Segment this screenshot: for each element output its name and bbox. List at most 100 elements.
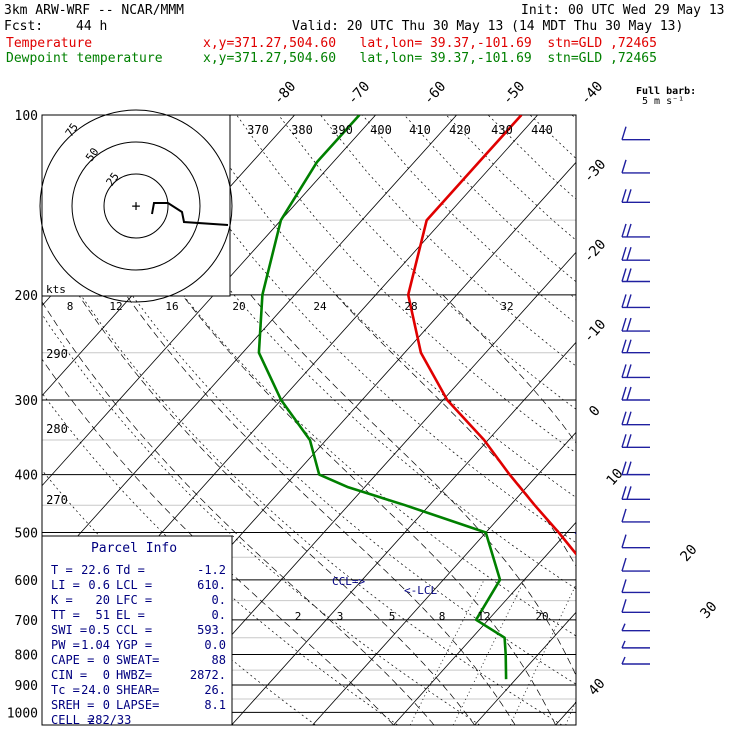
- parcel-field-label: LAPSE=: [116, 698, 159, 712]
- theta-label: 420: [449, 123, 471, 137]
- isotherm-label: 0: [586, 403, 604, 420]
- wind-barb: [621, 339, 650, 354]
- wind-barb-flag: [626, 386, 632, 401]
- wind-barb-flag: [621, 339, 627, 353]
- parcel-field-label: PW =: [51, 638, 80, 652]
- moist-adiabat: [42, 301, 435, 725]
- pressure-tick-label: 400: [15, 469, 38, 484]
- pressure-tick-label: 500: [15, 527, 38, 542]
- wind-barb-flag: [621, 159, 627, 174]
- moist-adiabat: [571, 294, 576, 301]
- moist-adiabat: [335, 294, 576, 567]
- theta-label: 290: [46, 347, 68, 361]
- wind-speed-axis-label: 28: [404, 300, 417, 313]
- wind-barb-flag: [626, 317, 632, 332]
- parcel-info-box: [41, 535, 233, 726]
- parcel-field-label: SHEAR=: [116, 683, 159, 697]
- parcel-field-label: Tc =: [51, 683, 80, 697]
- mixing-ratio-label: 8: [439, 610, 446, 623]
- isotherm-line: [718, 115, 740, 725]
- parcel-field-value: 88: [212, 653, 226, 667]
- wind-speed-axis-label: 32: [500, 300, 513, 313]
- pressure-tick-label: 800: [15, 648, 38, 663]
- isotherm-line: [231, 341, 576, 725]
- parcel-field-label: SWEAT=: [116, 653, 159, 667]
- isotherm-line: [42, 115, 457, 577]
- parcel-field-value: 24.0: [81, 683, 110, 697]
- parcel-field-label: K =: [51, 593, 73, 607]
- dewpoint-location: x,y=371.27,504.60 lat,lon= 39.37,-101.69…: [203, 51, 657, 66]
- wind-speed-axis-label: 8: [67, 300, 74, 313]
- valid-time: Valid: 20 UTC Thu 30 May 13 (14 MDT Thu …: [292, 19, 684, 34]
- parcel-field-label: SREH =: [51, 698, 94, 712]
- pressure-tick-label: 200: [15, 289, 38, 304]
- wind-barb: [621, 486, 650, 501]
- isotherm-line: [393, 521, 576, 725]
- isotherm-label: 40: [585, 676, 608, 699]
- mixing-ratio-line: [409, 579, 485, 725]
- hodograph-box: [41, 114, 231, 297]
- hodograph-trace: [151, 202, 229, 226]
- isotherm-line: [555, 701, 576, 725]
- wind-barb: [621, 656, 650, 665]
- parcel-field-label: LCL =: [116, 578, 152, 592]
- wind-barb: [621, 189, 650, 203]
- full-barb-legend: Full barb:: [636, 86, 696, 97]
- parcel-field-label: LFC =: [116, 593, 152, 607]
- wind-barb-flag: [626, 486, 632, 500]
- wind-barb-flag: [621, 126, 627, 140]
- wind-barb: [621, 294, 650, 309]
- wind-barb-flag: [621, 599, 627, 613]
- theta-label: 410: [409, 123, 431, 137]
- wind-barb-flag: [626, 461, 632, 475]
- parcel-field-label: SWI =: [51, 623, 87, 637]
- parcel-field-label: Td =: [116, 563, 145, 577]
- parcel-field-value: 0.6: [88, 578, 110, 592]
- isotherm-line: [474, 611, 576, 725]
- moist-adiabat: [78, 294, 475, 725]
- isotherm-label: -60: [421, 79, 450, 109]
- pressure-tick-label: 1000: [7, 706, 38, 721]
- wind-barb-flag: [621, 508, 627, 523]
- wind-barb-half: [621, 623, 626, 631]
- mixing-ratio-label: 2: [295, 610, 302, 623]
- wind-barb-flag: [621, 434, 627, 448]
- isotherm-line: [150, 251, 576, 725]
- temperature-curve: [406, 115, 576, 556]
- init-time: Init: 00 UTC Wed 29 May 13: [521, 3, 725, 18]
- ccl-annotation: CCL=>: [332, 575, 365, 588]
- parcel-info-title: Parcel Info: [91, 541, 177, 556]
- model-title: 3km ARW-WRF -- NCAR/MMM: [4, 3, 185, 18]
- hodograph-ring-label: 75: [63, 121, 81, 139]
- mixing-ratio-label: 20: [535, 610, 548, 623]
- parcel-field-value: 0.: [212, 593, 226, 607]
- dry-adiabat: [529, 115, 576, 159]
- parcel-field-value: 610.: [197, 578, 226, 592]
- wind-barb: [621, 623, 650, 632]
- wind-barb-flag: [621, 579, 627, 593]
- wind-speed-axis-label: 24: [313, 300, 327, 313]
- isotherm-label: -10: [581, 317, 610, 347]
- wind-barb: [621, 579, 650, 594]
- hodograph-units: kts: [46, 283, 66, 296]
- wind-barb: [621, 364, 650, 379]
- moist-adiabat: [250, 294, 576, 677]
- temperature-location: x,y=371.27,504.60 lat,lon= 39.37,-101.69…: [203, 36, 657, 51]
- parcel-field-label: EL =: [116, 608, 145, 622]
- parcel-field-label: CAPE =: [51, 653, 94, 667]
- temperature-legend: Temperature: [6, 36, 93, 51]
- theta-label: 280: [46, 422, 68, 436]
- wind-barb-flag: [621, 294, 627, 308]
- mixing-ratio-label: 12: [477, 610, 490, 623]
- mixing-ratio-label: 5: [389, 610, 396, 623]
- parcel-field-value: 0: [103, 668, 110, 682]
- full-barb-units: 5 m s⁻¹: [642, 96, 684, 107]
- pressure-tick-label: 900: [15, 679, 38, 694]
- wind-barb: [621, 159, 650, 174]
- parcel-field-value: 2872.: [190, 668, 226, 682]
- isotherm-label: -20: [581, 237, 610, 267]
- mixing-ratio-label: 3: [337, 610, 344, 623]
- moist-adiabat: [700, 295, 740, 725]
- parcel-field-value: 8.1: [204, 698, 226, 712]
- parcel-field-label: CELL =: [51, 713, 94, 727]
